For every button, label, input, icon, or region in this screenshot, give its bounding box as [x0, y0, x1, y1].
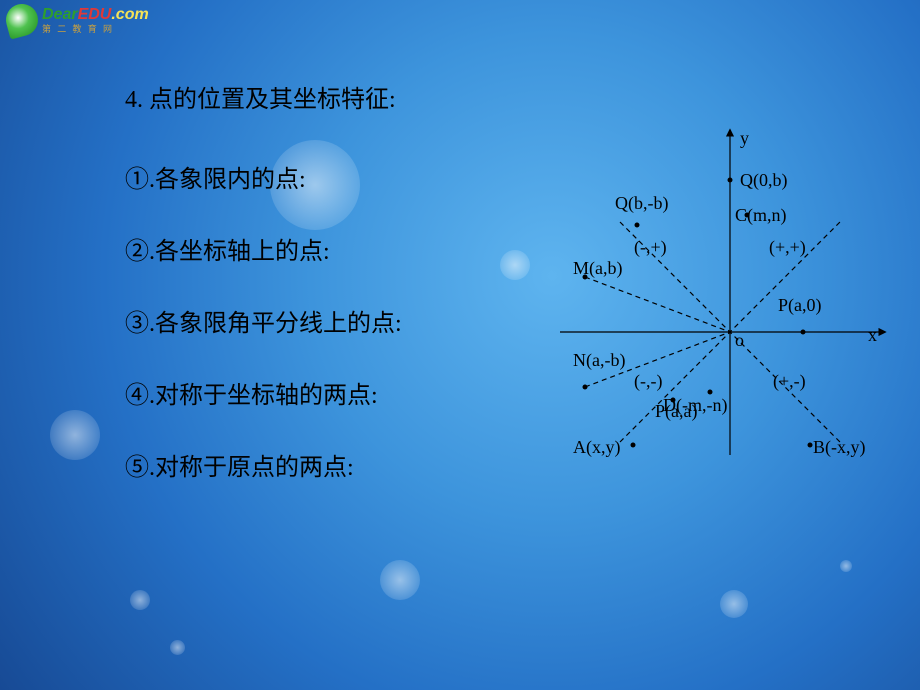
point-label: P(a,0)	[778, 295, 822, 316]
point-label: M(a,b)	[573, 258, 622, 279]
list-item: ③.各象限角平分线上的点:	[125, 312, 402, 336]
point-label: N(a,-b)	[573, 350, 625, 371]
coordinate-diagram: y x o Q(0,b) Q(b,-b) C(m,n) (-,+) (+,+) …	[555, 125, 890, 465]
quadrant-label: (+,+)	[769, 237, 806, 258]
quadrant-label: (-,-)	[634, 371, 662, 392]
logo-part3: .com	[111, 6, 148, 23]
list-item: ⑤.对称于原点的两点:	[125, 456, 402, 480]
point-label: Q(b,-b)	[615, 193, 668, 214]
logo-swirl-icon	[2, 0, 41, 39]
point-label: Q(0,b)	[740, 170, 788, 191]
logo-url: DearEDU.com	[42, 7, 149, 23]
point-label: A(x,y)	[573, 437, 621, 458]
quadrant-label: (-,+)	[634, 237, 667, 258]
list-item: ④.对称于坐标轴的两点:	[125, 384, 402, 408]
content-text: 4. 点的位置及其坐标特征: ①.各象限内的点: ②.各坐标轴上的点: ③.各象…	[125, 88, 402, 528]
axis-label-y: y	[740, 128, 749, 149]
point-label: B(-x,y)	[813, 437, 866, 458]
logo-part2: EDU	[78, 6, 112, 23]
brand-logo: DearEDU.com 第 二 教 育 网	[0, 0, 203, 40]
list-item: ①.各象限内的点:	[125, 168, 402, 192]
list-item: ②.各坐标轴上的点:	[125, 240, 402, 264]
quadrant-label: (+,-)	[773, 371, 806, 392]
axis-label-x: x	[868, 325, 877, 346]
logo-part1: Dear	[42, 6, 78, 23]
section-title: 4. 点的位置及其坐标特征:	[125, 88, 402, 112]
point-label: P(a,a)	[655, 401, 697, 422]
origin-label: o	[735, 330, 744, 351]
logo-tagline: 第 二 教 育 网	[42, 25, 149, 34]
point-label: C(m,n)	[735, 205, 787, 226]
logo-text: DearEDU.com 第 二 教 育 网	[42, 7, 149, 34]
